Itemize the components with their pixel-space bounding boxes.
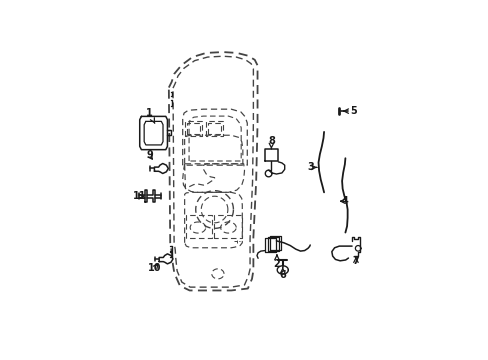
Text: 10: 10 <box>148 263 162 273</box>
Text: 6: 6 <box>279 268 285 280</box>
Text: 7: 7 <box>352 256 359 266</box>
Text: 1: 1 <box>146 108 155 123</box>
Text: 5: 5 <box>343 106 356 116</box>
Text: 3: 3 <box>306 162 316 172</box>
Text: 11: 11 <box>133 191 146 201</box>
Text: 8: 8 <box>267 136 274 149</box>
Text: 9: 9 <box>146 150 152 161</box>
Text: 2: 2 <box>273 255 280 269</box>
Text: 4: 4 <box>340 196 347 206</box>
